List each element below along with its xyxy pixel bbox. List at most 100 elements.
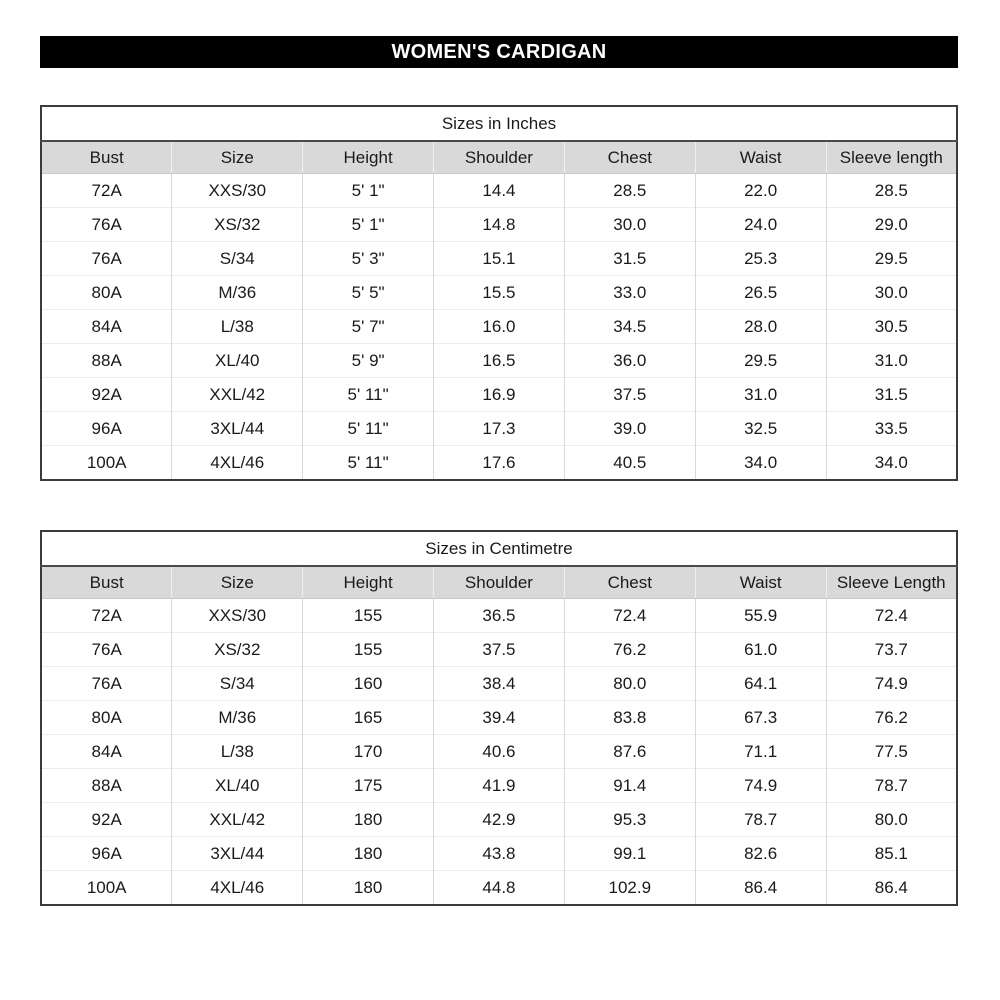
table-cell: 85.1: [825, 836, 957, 871]
table-cell: 15.1: [433, 241, 565, 276]
column-header: Height: [302, 566, 434, 599]
table-cell: XL/40: [171, 768, 303, 803]
column-header: Waist: [694, 141, 827, 174]
table-cell: 40.6: [433, 734, 565, 769]
table-cell: 64.1: [694, 666, 827, 701]
table-cell: 5' 11": [302, 445, 434, 480]
table-cell: 29.5: [825, 241, 957, 276]
table-cell: 80A: [41, 700, 172, 735]
table-cell: 31.5: [563, 241, 696, 276]
table-cell: 39.4: [433, 700, 565, 735]
table-cell: 99.1: [563, 836, 696, 871]
table-cell: 84A: [41, 734, 172, 769]
table-row: 96A 3XL/44 5' 11" 17.3 39.0 32.5 33.5: [41, 411, 957, 446]
table-cell: 25.3: [694, 241, 827, 276]
table-cell: XXL/42: [171, 377, 303, 412]
table-cell: L/38: [171, 309, 303, 344]
sizes-in-centimetre-section: Sizes in Centimetre Bust Size Height Should…: [40, 530, 958, 906]
table-row: 72A XXS/30 5' 1" 14.4 28.5 22.0 28.5: [41, 173, 957, 208]
table-cell: 165: [302, 700, 434, 735]
table-cell: 5' 3": [302, 241, 434, 276]
table-row: 88A XL/40 175 41.9 91.4 74.9 78.7: [41, 768, 957, 803]
table-cell: 40.5: [563, 445, 696, 480]
table-cell: 155: [302, 598, 434, 633]
column-header: Bust: [41, 141, 172, 174]
table-cell: 5' 1": [302, 207, 434, 242]
table-cell: 72A: [91, 180, 122, 200]
table-cell: 31.0: [694, 377, 827, 412]
table-title-row: Sizes in Inches: [41, 106, 957, 142]
table-row: 84A L/38 170 40.6 87.6 71.1 77.5: [41, 734, 957, 769]
table-cell: 26.5: [694, 275, 827, 310]
table-cell: XXS/30: [171, 598, 303, 633]
table-row: 84A L/38 5' 7" 16.0 34.5 28.0 30.5: [41, 309, 957, 344]
table-cell: 82.6: [694, 836, 827, 871]
table-cell: 14.8: [433, 207, 565, 242]
table-cell: 5' 1": [302, 173, 434, 208]
table-cell: L/38: [171, 734, 303, 769]
table-cell: 76A: [41, 666, 172, 701]
table-cell: 17.6: [433, 445, 565, 480]
table-cell: 17.3: [433, 411, 565, 446]
table-cell: 34.5: [563, 309, 696, 344]
table-cell: 37.5: [563, 377, 696, 412]
table-cell: 80A: [41, 275, 172, 310]
column-header: Shoulder: [433, 141, 565, 174]
table-cell: 28.0: [694, 309, 827, 344]
table-cell: 5' 11": [302, 411, 434, 446]
table-row: 80A M/36 5' 5" 15.5 33.0 26.5 30.0: [41, 275, 957, 310]
table-cell: 88A: [41, 768, 172, 803]
table-cell: 39.0: [563, 411, 696, 446]
table-cell: 5' 5": [302, 275, 434, 310]
table-cell: M/36: [171, 700, 303, 735]
table-cell: 24.0: [694, 207, 827, 242]
table-cell: 29.5: [694, 343, 827, 378]
table-row: 92A XXL/42 5' 11" 16.9 37.5 31.0 31.5: [41, 377, 957, 412]
table-cell: S/34: [171, 241, 303, 276]
table-title-row: Sizes in Centimetre: [41, 531, 957, 567]
table-cell: 67.3: [694, 700, 827, 735]
table-cell: 175: [302, 768, 434, 803]
table-cell: 78.7: [825, 768, 957, 803]
table-cell: 80.0: [825, 802, 957, 837]
table-cell: S/34: [171, 666, 303, 701]
table-cell: 102.9: [563, 870, 696, 905]
table-cell: 74.9: [694, 768, 827, 803]
table-cell: 61.0: [694, 632, 827, 667]
column-header: Height: [302, 141, 434, 174]
table-cell: 16.0: [433, 309, 565, 344]
column-header: Chest: [563, 566, 696, 599]
table-row: 76A S/34 5' 3" 15.1 31.5 25.3 29.5: [41, 241, 957, 276]
table-cell: 91.4: [563, 768, 696, 803]
column-header: Waist: [694, 566, 827, 599]
table-cell: 37.5: [433, 632, 565, 667]
table-cell: 44.8: [433, 870, 565, 905]
table-cell: 16.9: [433, 377, 565, 412]
table-cell: 100A: [41, 445, 172, 480]
table-cell: 5' 9": [302, 343, 434, 378]
table-cell: 88A: [41, 343, 172, 378]
table-cell: 76A: [41, 632, 172, 667]
table-cell: 87.6: [563, 734, 696, 769]
table-cell: 22.0: [694, 173, 827, 208]
table-cell: 14.4: [433, 173, 565, 208]
table-row: 100A 4XL/46 5' 11" 17.6 40.5 34.0 34.0: [41, 445, 957, 480]
table-cell: 30.0: [825, 275, 957, 310]
table-cell: XS/32: [171, 632, 303, 667]
table-row: 80A M/36 165 39.4 83.8 67.3 76.2: [41, 700, 957, 735]
table-title: Sizes in Inches: [41, 106, 957, 142]
sizes-in-centimetre-table: Sizes in Centimetre Bust Size Height Should…: [40, 530, 958, 906]
table-cell: XS/32: [171, 207, 303, 242]
table-cell: 38.4: [433, 666, 565, 701]
table-cell: 33.5: [825, 411, 957, 446]
table-cell: XL/40: [171, 343, 303, 378]
table-cell: XXL/42: [171, 802, 303, 837]
table-cell: 43.8: [433, 836, 565, 871]
sizes-in-inches-section: Sizes in Inches Bust Size Height Shoulder Ch…: [40, 105, 958, 481]
table-cell: 72A: [91, 605, 122, 625]
table-cell: 83.8: [563, 700, 696, 735]
table-cell: 80.0: [563, 666, 696, 701]
table-cell: 84A: [41, 309, 172, 344]
table-cell: 78.7: [694, 802, 827, 837]
table-row: 100A 4XL/46 180 44.8 102.9 86.4 86.4: [41, 870, 957, 905]
